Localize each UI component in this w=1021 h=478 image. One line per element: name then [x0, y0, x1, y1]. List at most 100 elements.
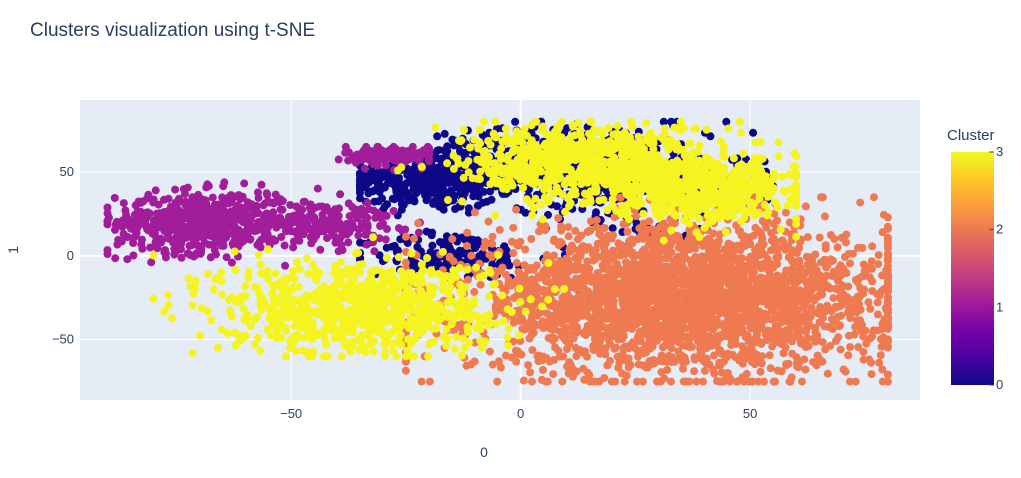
- data-point: [440, 206, 448, 214]
- data-point: [705, 317, 713, 325]
- data-point: [736, 227, 744, 235]
- data-point: [149, 295, 157, 303]
- data-point: [383, 244, 391, 252]
- data-point: [376, 222, 384, 230]
- data-point: [461, 190, 469, 198]
- data-point: [231, 248, 239, 256]
- data-point: [651, 292, 659, 300]
- data-point: [370, 149, 378, 157]
- data-point: [278, 206, 286, 214]
- data-point: [782, 209, 790, 217]
- data-point: [581, 347, 589, 355]
- data-point: [356, 239, 364, 247]
- data-point: [189, 349, 197, 357]
- data-point: [493, 378, 501, 386]
- data-point: [152, 186, 160, 194]
- data-point: [361, 165, 369, 173]
- data-point: [811, 324, 819, 332]
- data-point: [437, 173, 445, 181]
- data-point: [428, 242, 436, 250]
- data-point: [875, 359, 883, 367]
- data-point: [668, 344, 676, 352]
- data-point: [281, 242, 289, 250]
- data-point: [356, 150, 364, 158]
- data-point: [392, 188, 400, 196]
- data-point: [538, 376, 546, 384]
- data-point: [870, 193, 878, 201]
- data-point: [612, 344, 620, 352]
- data-point: [830, 294, 838, 302]
- data-point: [770, 220, 778, 228]
- data-point: [584, 313, 592, 321]
- data-point: [600, 314, 608, 322]
- data-point: [841, 253, 849, 261]
- data-point: [129, 252, 137, 260]
- data-point: [796, 334, 804, 342]
- data-point: [842, 368, 850, 376]
- data-point: [659, 357, 667, 365]
- data-point: [597, 283, 605, 291]
- data-point: [482, 240, 490, 248]
- data-point: [750, 298, 758, 306]
- data-point: [565, 369, 573, 377]
- data-point: [661, 324, 669, 332]
- data-point: [134, 207, 142, 215]
- data-point: [770, 330, 778, 338]
- data-point: [130, 234, 138, 242]
- data-point: [671, 316, 679, 324]
- data-point: [844, 351, 852, 359]
- data-point: [489, 361, 497, 369]
- data-point: [755, 290, 763, 298]
- data-point: [563, 324, 571, 332]
- data-point: [573, 368, 581, 376]
- data-point: [587, 217, 595, 225]
- data-point: [374, 156, 382, 164]
- data-point: [328, 222, 336, 230]
- data-point: [390, 207, 398, 215]
- data-point: [502, 271, 510, 279]
- data-point: [813, 361, 821, 369]
- data-point: [300, 198, 308, 206]
- data-point: [565, 232, 573, 240]
- data-point: [627, 361, 635, 369]
- data-point: [858, 244, 866, 252]
- data-point: [837, 346, 845, 354]
- data-point: [715, 237, 723, 245]
- data-point: [768, 237, 776, 245]
- data-point: [228, 259, 236, 267]
- data-point: [588, 303, 596, 311]
- data-point: [828, 315, 836, 323]
- data-point: [608, 295, 616, 303]
- data-point: [585, 270, 593, 278]
- data-point: [791, 306, 799, 314]
- data-point: [600, 290, 608, 298]
- data-point: [402, 367, 410, 375]
- data-point: [414, 186, 422, 194]
- data-point: [879, 333, 887, 341]
- data-point: [149, 251, 157, 259]
- data-point: [824, 282, 832, 290]
- data-point: [805, 296, 813, 304]
- data-point: [218, 193, 226, 201]
- data-point: [421, 191, 429, 199]
- data-point: [734, 329, 742, 337]
- data-point: [168, 314, 176, 322]
- data-point: [425, 150, 433, 158]
- data-point: [827, 231, 835, 239]
- data-point: [604, 232, 612, 240]
- data-point: [794, 322, 802, 330]
- data-point: [857, 327, 865, 335]
- data-point: [470, 288, 478, 296]
- data-point: [567, 361, 575, 369]
- data-point: [202, 199, 210, 207]
- data-point: [856, 199, 864, 207]
- data-point: [549, 370, 557, 378]
- data-point: [690, 367, 698, 375]
- data-point: [595, 230, 603, 238]
- data-point: [472, 264, 480, 272]
- data-point: [716, 346, 724, 354]
- data-point: [577, 232, 585, 240]
- data-point: [748, 358, 756, 366]
- data-point: [621, 272, 629, 280]
- data-point: [494, 251, 502, 259]
